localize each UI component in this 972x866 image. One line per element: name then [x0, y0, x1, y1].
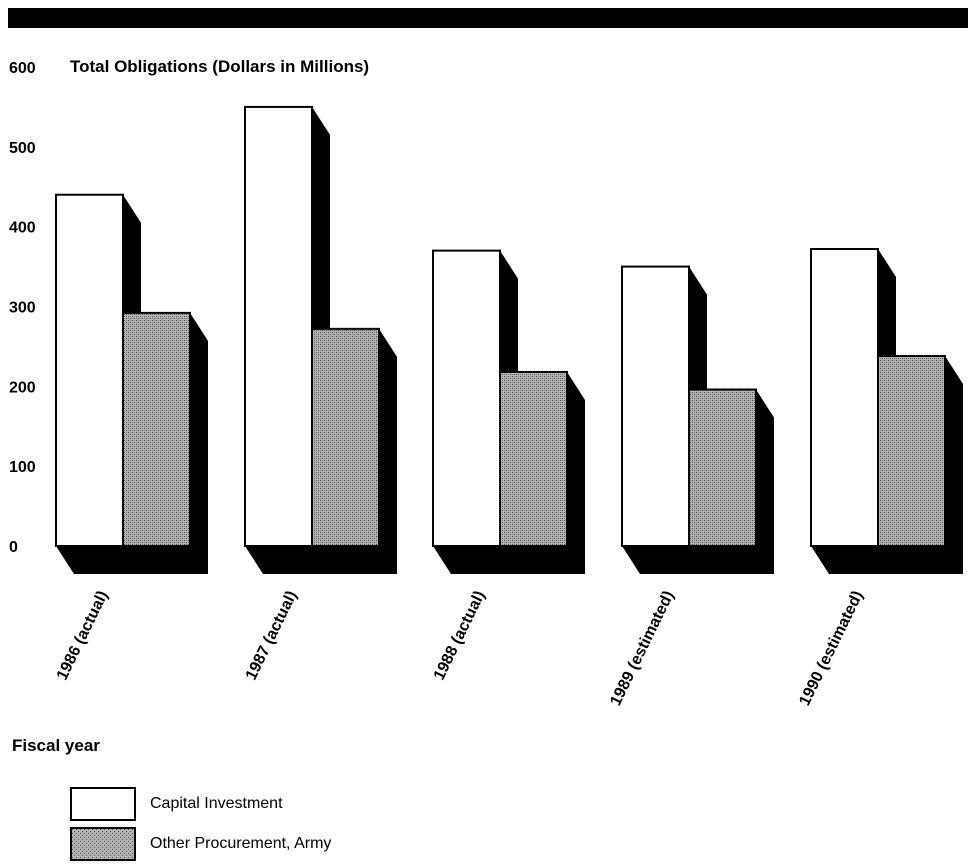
y-tick-label: 400	[9, 220, 36, 237]
y-tick-label: 600	[9, 60, 36, 77]
x-tick-label: 1989 (estimated)	[607, 588, 677, 708]
legend-item-capital: Capital Investment	[70, 786, 331, 822]
legend-swatch-other	[70, 827, 136, 861]
x-tick-label: 1987 (actual)	[243, 588, 301, 683]
y-tick-label: 500	[9, 140, 36, 157]
legend-label-capital: Capital Investment	[150, 795, 283, 812]
bar-capital-investment	[810, 248, 879, 548]
y-tick-label: 100	[9, 459, 36, 476]
bar-other-procurement	[311, 327, 380, 547]
x-tick-label: 1988 (actual)	[431, 588, 489, 683]
legend: Capital Investment Other Procurement, Ar…	[70, 786, 331, 866]
bar-capital-investment	[432, 249, 501, 547]
x-tick-label: 1990 (estimated)	[796, 588, 866, 708]
x-tick-label: 1986 (actual)	[54, 588, 112, 683]
bar-other-procurement	[688, 388, 757, 547]
bar-capital-investment	[55, 193, 124, 547]
header-bar	[8, 8, 968, 28]
legend-label-other: Other Procurement, Army	[150, 835, 332, 852]
bar-other-procurement	[877, 354, 946, 547]
bar-other-procurement	[499, 370, 568, 548]
legend-item-other: Other Procurement, Army	[70, 826, 331, 862]
bar-capital-investment	[244, 105, 313, 548]
y-tick-label: 300	[9, 300, 36, 317]
chart-title: Total Obligations (Dollars in Millions)	[70, 57, 370, 76]
bar-other-procurement	[122, 311, 191, 547]
y-tick-label: 200	[9, 379, 36, 396]
legend-swatch-capital	[70, 787, 136, 821]
y-tick-label: 0	[9, 539, 18, 556]
bar-capital-investment	[621, 265, 690, 547]
x-axis-title: Fiscal year	[12, 736, 100, 755]
